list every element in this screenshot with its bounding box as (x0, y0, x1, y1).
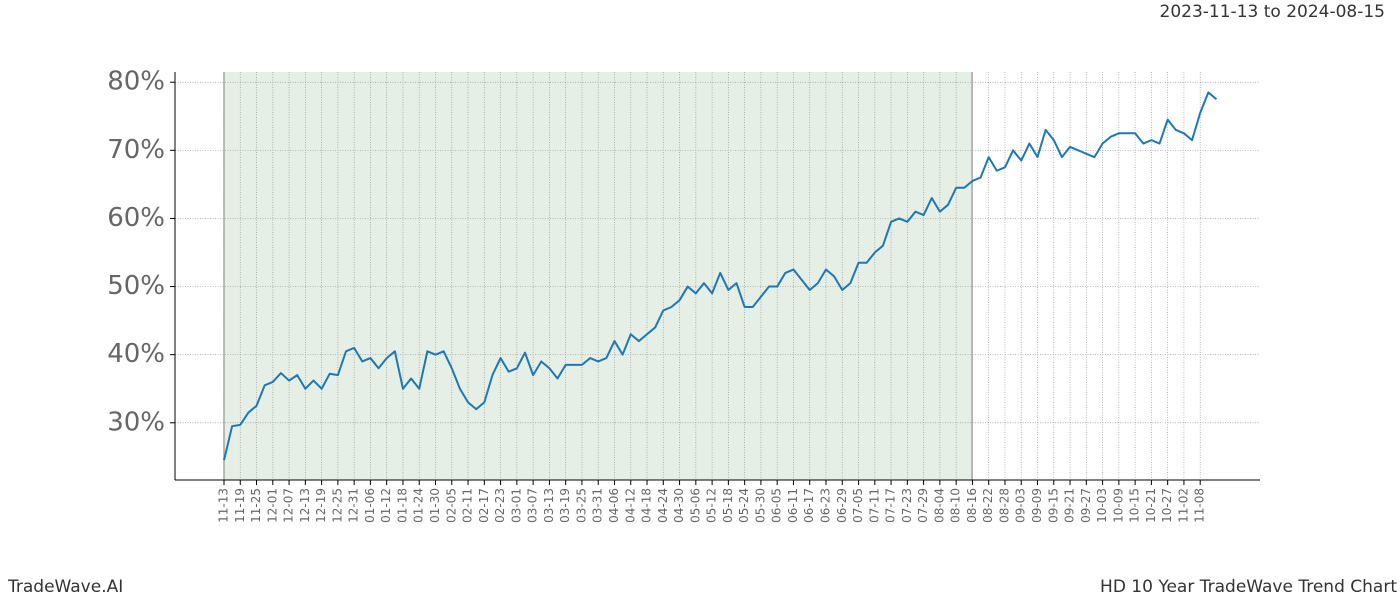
x-tick-label: 02-23 (493, 488, 507, 523)
x-tick-label: 07-17 (884, 488, 898, 523)
y-tick-label: 70% (107, 135, 165, 165)
chart-name: HD 10 Year TradeWave Trend Chart (1100, 577, 1397, 597)
x-tick-label: 11-19 (233, 488, 247, 523)
x-tick-label: 08-16 (965, 488, 979, 523)
y-tick-label: 40% (107, 339, 165, 369)
x-tick-label: 11-25 (249, 488, 263, 523)
x-tick-label: 10-15 (1128, 488, 1142, 523)
x-tick-label: 11-02 (1176, 488, 1190, 523)
x-tick-label: 01-18 (395, 488, 409, 523)
plot: 30%40%50%60%70%80%11-13 11-19 11-25 12-01 12… (107, 67, 1260, 523)
x-tick-label: 01-06 (363, 488, 377, 523)
x-tick-label: 03-07 (526, 488, 540, 523)
x-tick-label: 06-23 (818, 488, 832, 523)
y-tick-label: 60% (107, 203, 165, 233)
x-tick-label: 06-29 (835, 488, 849, 523)
x-tick-label: 06-17 (802, 488, 816, 523)
x-tick-label: 01-24 (412, 488, 426, 523)
x-tick-label: 08-10 (949, 488, 963, 523)
x-tick-label: 02-05 (444, 488, 458, 523)
x-tick-label: 04-24 (656, 488, 670, 523)
x-tick-label: 05-18 (721, 488, 735, 523)
x-tick-label: 10-03 (1095, 488, 1109, 523)
x-tick-label: 12-31 (347, 488, 361, 523)
date-range: 2023-11-13 to 2024-08-15 (1160, 2, 1385, 22)
x-tick-label: 12-13 (298, 488, 312, 523)
x-tick-label: 12-19 (314, 488, 328, 523)
x-tick-label: 10-27 (1160, 488, 1174, 523)
x-tick-label: 05-12 (705, 488, 719, 523)
x-tick-label: 07-29 (916, 488, 930, 523)
x-tick-label: 07-05 (851, 488, 865, 523)
x-tick-label: 02-11 (461, 488, 475, 523)
x-tick-label: 12-25 (330, 488, 344, 523)
x-tick-label: 04-06 (607, 488, 621, 523)
x-tick-label: 10-21 (1144, 488, 1158, 523)
x-tick-label: 07-23 (900, 488, 914, 523)
brand: TradeWave.AI (7, 577, 123, 597)
x-tick-label: 12-07 (282, 488, 296, 523)
x-tick-label: 11-13 (217, 488, 231, 523)
x-tick-label: 03-13 (542, 488, 556, 523)
x-tick-label: 01-12 (379, 488, 393, 523)
y-tick-label: 50% (107, 271, 165, 301)
x-tick-label: 08-28 (997, 488, 1011, 523)
x-tick-label: 05-30 (753, 488, 767, 523)
x-tick-label: 05-24 (737, 488, 751, 523)
x-tick-label: 08-04 (932, 488, 946, 523)
trend-line (223, 91, 1218, 461)
y-tick-label: 30% (107, 407, 165, 437)
x-tick-label: 11-08 (1193, 488, 1207, 523)
x-tick-label: 04-18 (640, 488, 654, 523)
x-tick-label: 04-12 (623, 488, 637, 523)
x-tick-label: 09-09 (1030, 488, 1044, 523)
x-tick-label: 09-27 (1079, 488, 1093, 523)
x-tick-label: 12-01 (265, 488, 279, 523)
x-tick-label: 03-01 (509, 488, 523, 523)
y-tick-label: 80% (107, 67, 165, 97)
x-tick-label: 09-15 (1046, 488, 1060, 523)
x-tick-label: 01-30 (428, 488, 442, 523)
x-tick-label: 06-05 (770, 488, 784, 523)
x-tick-label: 05-06 (688, 488, 702, 523)
x-tick-label: 09-21 (1063, 488, 1077, 523)
x-tick-label: 10-09 (1111, 488, 1125, 523)
x-tick-label: 08-22 (981, 488, 995, 523)
x-tick-label: 03-19 (558, 488, 572, 523)
x-tick-label: 06-11 (786, 488, 800, 523)
x-tick-label: 04-30 (672, 488, 686, 523)
x-tick-label: 02-17 (477, 488, 491, 523)
shaded-period (224, 72, 972, 480)
x-tick-label: 03-31 (591, 488, 605, 523)
x-tick-label: 07-11 (867, 488, 881, 523)
x-tick-label: 03-25 (574, 488, 588, 523)
x-tick-label: 09-03 (1014, 488, 1028, 523)
